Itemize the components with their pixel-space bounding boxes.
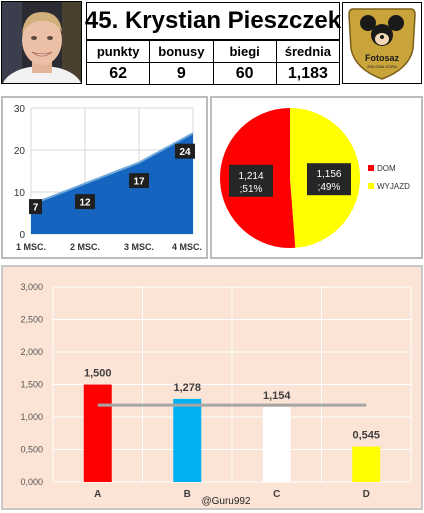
stats-value-row: 62 9 60 1,183 [85,62,341,85]
bar-chart: 0,000 0,500 1,000 1,500 2,000 2,500 3,000 1,500… [3,267,421,508]
pie-legend-swatch [368,183,374,189]
stats-header-average: średnia [275,40,341,63]
player-name: 45. Krystian Pieszczek [85,2,341,40]
club-logo-shield-icon: Fotosaz ZIELONA GÓRA [348,8,416,80]
bar-y-tick-label: 1,500 [20,380,43,390]
stats-header-bonuses: bonusy [149,40,214,63]
pie-chart: 1,214 ;51% 1,156 ;49% DOM WYJAZD [219,108,410,248]
area-y-tick-label: 20 [14,146,26,157]
stats-header-row: punkty bonusy biegi średnia [85,40,341,63]
club-logo-text: Fotosaz [365,53,400,63]
area-y-tick-label: 0 [19,230,25,241]
area-data-label-box [29,199,42,215]
bar-y-tick-label: 1,000 [20,412,43,422]
bar-data-label: 0,545 [352,430,380,442]
stats-value-bonuses: 9 [149,62,214,85]
bar-data-label: 1,500 [84,368,112,380]
area-series-fill [31,133,193,234]
player-photo-image [2,2,81,83]
area-data-label: 12 [79,198,91,209]
bar-y-tick-label: 2,500 [20,315,43,325]
pie-data-label-box [229,164,274,197]
pie-data-label-percent: ;51% [240,184,263,195]
area-y-tick-label: 10 [14,188,26,199]
bar-x-tick-label: A [94,489,101,500]
area-x-tick-label: 1 MSC. [16,242,46,252]
pie-legend-label: DOM [377,164,396,173]
stats-header-points: punkty [85,40,151,63]
pie-data-label-value: 1,156 [316,169,341,180]
area-x-tick-label: 2 MSC. [70,242,100,252]
pie-legend-swatch [368,165,374,171]
area-chart: 0 10 20 30 7 12 17 24 1 MSC. 2 MSC. 3 MSC. 4 MSC. [14,104,202,252]
pie-data-label-percent: ;49% [318,182,341,193]
bar-y-tick-label: 3,000 [20,282,43,292]
pie-data-label-value: 1,214 [239,171,264,182]
bar-chart-background [3,267,421,508]
area-x-tick-label: 4 MSC. [172,242,202,252]
area-y-tick-label: 30 [14,104,26,115]
area-chart-panel: 0 10 20 30 7 12 17 24 1 MSC. 2 MSC. 3 MSC. 4 MSC. [1,96,208,259]
stats-value-heats: 60 [212,62,277,85]
area-data-label: 7 [33,203,39,214]
pie-legend-label: WYJAZD [377,182,410,191]
pie-chart-panel: 1,214 ;51% 1,156 ;49% DOM WYJAZD [210,96,423,259]
stats-value-points: 62 [85,62,151,85]
area-series-line [30,132,194,206]
bar-x-tick-label: C [273,489,280,500]
bar-a [83,384,112,482]
club-logo-subtext: ZIELONA GÓRA [367,64,397,69]
stats-header-heats: biegi [212,40,277,63]
bar-x-tick-label: B [184,489,191,500]
player-stats-table: punkty bonusy biegi średnia 62 9 60 1,18… [85,40,341,85]
area-x-tick-label: 3 MSC. [124,242,154,252]
credit-text: @Guru992 [201,496,251,507]
club-logo: Fotosaz ZIELONA GÓRA [342,2,422,84]
bar-b [173,398,202,482]
area-data-label-box [175,143,195,159]
bar-chart-panel: 0,000 0,500 1,000 1,500 2,000 2,500 3,000 1,500… [1,265,423,510]
bar-data-label: 1,278 [173,382,201,394]
player-photo [1,1,82,84]
area-data-label: 24 [179,147,191,158]
bar-d [352,446,381,482]
area-data-label-box [75,194,95,210]
bar-y-tick-label: 2,000 [20,347,43,357]
bar-c [262,406,291,482]
pie-data-label-box [306,163,351,196]
bar-y-tick-label: 0,000 [20,477,43,487]
bar-y-tick-label: 0,500 [20,445,43,455]
stats-value-average: 1,183 [275,62,341,85]
bar-data-label: 1,154 [263,390,291,402]
area-data-label: 17 [133,177,145,188]
area-data-label-box [129,173,149,189]
bar-x-tick-label: D [363,489,370,500]
